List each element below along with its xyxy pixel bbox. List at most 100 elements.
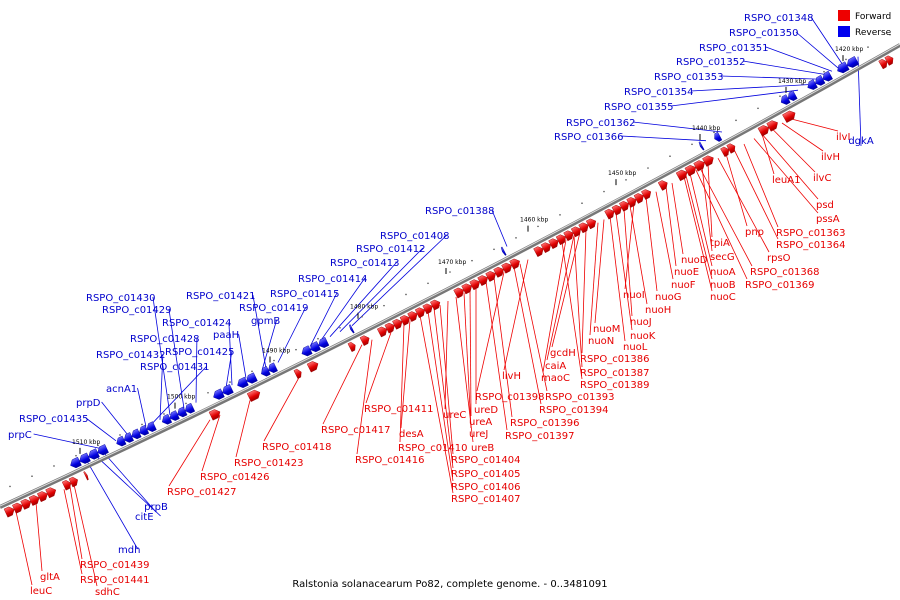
reverse-gene-label: RSPO_c01355	[604, 102, 674, 113]
forward-gene-block	[347, 341, 356, 352]
gene-arrow	[837, 61, 850, 74]
leader-line	[351, 234, 448, 326]
minor-tick	[581, 202, 583, 205]
forward-gene-label: livH	[502, 371, 521, 382]
leader-line	[476, 272, 505, 392]
reverse-gene-label: RSPO_c01352	[676, 57, 746, 68]
forward-gene-block	[782, 110, 796, 123]
gene-arrow	[83, 471, 89, 481]
legend: Forward Reverse	[838, 10, 892, 38]
reverse-gene-block	[116, 421, 157, 447]
reverse-gene-block	[500, 246, 507, 256]
gene-arrow	[641, 189, 652, 200]
leader-line	[542, 239, 567, 373]
gene-arrow	[493, 266, 504, 278]
leader-line	[225, 350, 233, 389]
forward-gene-label: gltA	[40, 572, 60, 583]
gene-arrow	[780, 94, 791, 105]
leader-line	[645, 197, 658, 292]
forward-gene-label: RSPO_c01396	[510, 418, 580, 429]
gene-arrow	[268, 362, 278, 373]
leader-line	[491, 209, 508, 247]
leader-line	[493, 277, 513, 418]
leader-line	[168, 308, 185, 409]
gene-arrow	[563, 230, 574, 242]
gene-arrow	[878, 58, 888, 70]
leader-line	[91, 451, 161, 517]
forward-gene-label: nuoJ	[630, 317, 652, 328]
minor-tick	[383, 304, 385, 307]
reverse-gene-label: gpmB	[251, 316, 280, 327]
minor-tick	[801, 83, 803, 85]
forward-gene-label: pnp	[745, 227, 764, 238]
minor-tick	[273, 359, 275, 362]
minor-tick	[757, 107, 759, 110]
leader-line	[685, 175, 713, 280]
leader-line	[485, 281, 508, 431]
leader-line	[781, 122, 824, 152]
gene-arrow	[619, 201, 629, 212]
caption: Ralstonia solanacearum Po82, complete ge…	[292, 579, 607, 590]
leader-line	[699, 167, 753, 267]
leader-line	[701, 166, 713, 252]
leader-line	[573, 235, 583, 368]
minor-tick	[97, 444, 99, 447]
reverse-gene-label: RSPO_c01353	[654, 72, 724, 83]
gene-arrow	[169, 410, 180, 421]
forward-gene-label: RSPO_c01427	[167, 487, 237, 498]
gene-arrow	[88, 448, 100, 460]
forward-gene-label: RSPO_c01406	[451, 482, 521, 493]
minor-tick	[449, 271, 451, 273]
forward-gene-block	[675, 155, 714, 182]
forward-gene-label: sdhC	[95, 587, 120, 598]
legend-forward-label: Forward	[855, 12, 891, 22]
reverse-gene-block	[161, 402, 196, 425]
gene-arrow	[807, 79, 818, 90]
gene-arrow	[485, 271, 496, 282]
reverse-gene-block	[349, 324, 355, 334]
reverse-gene-label: RSPO_c01414	[298, 274, 368, 285]
gene-arrow	[237, 376, 249, 389]
gene-arrow	[726, 143, 736, 154]
leader-line	[151, 365, 208, 424]
leader-line	[444, 300, 449, 410]
gene-arrow	[430, 299, 441, 311]
leader-line	[742, 60, 827, 75]
reverse-gene-label: RSPO_c01354	[624, 87, 694, 98]
forward-gene-label: RSPO_c01387	[580, 368, 650, 379]
leader-line	[789, 118, 839, 132]
forward-gene-label: nuoF	[671, 280, 696, 291]
forward-gene-label: nuoB	[710, 280, 736, 291]
minor-tick	[295, 348, 297, 351]
leader-line	[761, 133, 819, 200]
forward-gene-label: tpiA	[710, 238, 730, 249]
reverse-gene-label: RSPO_c01408	[380, 231, 450, 242]
tick-label: 1510 kbp	[72, 439, 100, 446]
forward-gene-label: nuoH	[645, 305, 671, 316]
forward-gene-label: RSPO_c01405	[451, 469, 521, 480]
leader-line	[228, 321, 233, 386]
minor-tick	[867, 46, 869, 48]
forward-gene-label: ilvI	[836, 132, 850, 143]
minor-tick	[317, 337, 319, 340]
gene-arrow	[131, 428, 142, 440]
leader-line	[765, 46, 833, 72]
minor-tick	[691, 143, 693, 146]
leader-line	[632, 121, 723, 133]
leader-line	[63, 489, 83, 575]
reverse-gene-label: RSPO_c01421	[186, 291, 256, 302]
gene-labels: RSPO_c01348 RSPO_c01350 RSPO_c01351 RSPO_c0…	[8, 13, 874, 598]
forward-gene-block	[533, 218, 597, 257]
gene-arrow	[208, 409, 221, 421]
leader-line	[623, 208, 633, 317]
leader-line	[252, 294, 267, 369]
gene-arrow	[310, 341, 321, 353]
leader-line	[137, 387, 147, 427]
gene-arrow	[604, 208, 615, 220]
forward-gene-block	[293, 368, 302, 379]
gene-arrow	[578, 222, 589, 234]
leader-line	[83, 455, 139, 550]
reverse-gene-label: RSPO_c01424	[162, 318, 232, 329]
leader-line	[665, 186, 677, 267]
